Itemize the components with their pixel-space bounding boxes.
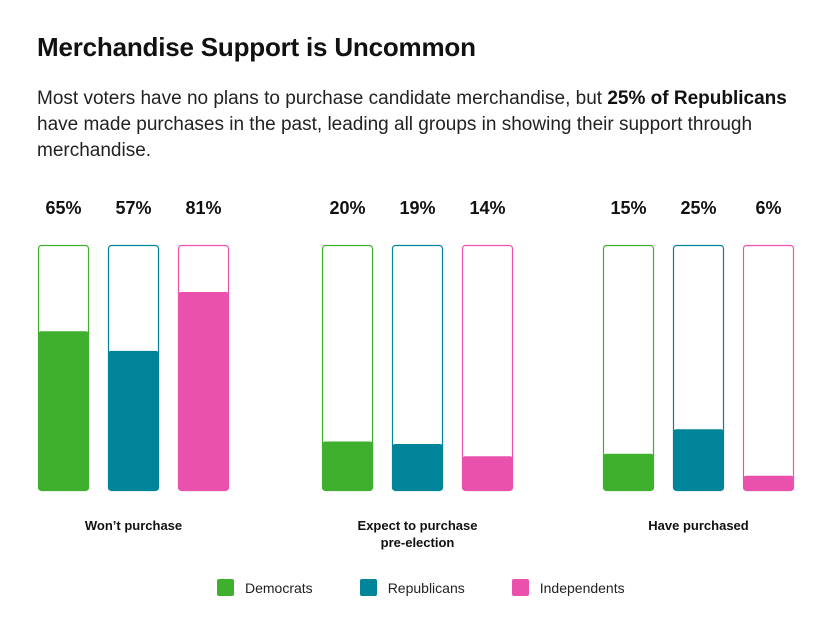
bar-track-independents: [742, 244, 795, 492]
value-label-democrats: 15%: [610, 198, 646, 218]
value-label-independents: 81%: [185, 198, 221, 218]
legend-item-democrats: Democrats: [217, 579, 313, 596]
subtitle-highlight: 25% of Republicans: [607, 88, 787, 109]
category-label: Have purchased: [648, 518, 748, 533]
subtitle-text-2: have made purchases in the past, leading…: [37, 114, 753, 161]
chart-title: Merchandise Support is Uncommon: [37, 32, 476, 62]
chart-subtitle: Most voters have no plans to purchase ca…: [37, 86, 797, 164]
legend-label-republicans: Republicans: [387, 579, 465, 596]
bar-democrats: [38, 331, 89, 491]
bar-democrats: [603, 453, 654, 491]
legend-label-independents: Independents: [539, 579, 625, 596]
value-label-republicans: 57%: [115, 198, 151, 218]
legend-swatch-republicans: [359, 579, 377, 596]
value-label-republicans: 19%: [399, 198, 435, 218]
bar-group-won-t-purchase: 65% 57% 81% Won’t purchase: [37, 198, 230, 533]
bar-republicans: [108, 350, 159, 491]
legend-item-independents: Independents: [511, 579, 625, 596]
value-label-independents: 14%: [469, 198, 505, 218]
bar-track-independents: [461, 244, 514, 492]
bar-republicans: [673, 429, 724, 491]
bar-independents: [743, 475, 794, 491]
bar-independents: [178, 292, 229, 491]
legend-swatch-independents: [511, 579, 529, 596]
value-label-democrats: 20%: [329, 198, 365, 218]
legend-swatch-democrats: [217, 579, 234, 596]
legend-label-democrats: Democrats: [245, 579, 313, 596]
value-label-republicans: 25%: [680, 198, 716, 218]
bar-group-have-purchased: 15% 25% 6% Have purchased: [602, 198, 795, 533]
value-label-democrats: 65%: [45, 198, 81, 218]
legend-item-republicans: Republicans: [359, 579, 465, 596]
bar-group-expect-to-purchase-pre-election: 20% 19% 14% Expect to purchase pre-election: [321, 198, 514, 550]
value-label-independents: 6%: [755, 198, 781, 218]
bar-independents: [462, 456, 513, 491]
subtitle-text-1: Most voters have no plans to purchase ca…: [37, 88, 608, 109]
category-label: Expect to purchase pre-election: [358, 518, 478, 550]
legend: Democrats Republicans Independents: [217, 579, 625, 596]
bar-republicans: [392, 443, 443, 491]
bar-democrats: [322, 441, 373, 491]
category-label: Won’t purchase: [85, 518, 182, 533]
